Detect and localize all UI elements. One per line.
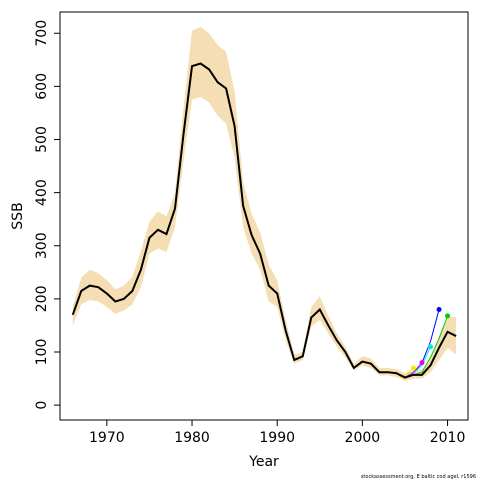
x-axis-label: Year	[248, 454, 279, 470]
x-tick-label: 2010	[430, 430, 466, 446]
retro-end-point	[436, 307, 442, 312]
x-tick-label: 2000	[345, 430, 381, 446]
retro-end-point	[445, 313, 451, 319]
confidence-band	[72, 26, 457, 381]
y-tick-label: 100	[34, 339, 50, 366]
ssb-line	[71, 62, 457, 379]
plot-frame	[59, 11, 469, 421]
y-axis-label: SSB	[10, 202, 26, 229]
x-tick-label: 1970	[89, 430, 125, 446]
y-tick-label: 0	[34, 401, 50, 410]
y-tick-label: 200	[34, 286, 50, 313]
retro-end-point	[419, 360, 425, 366]
retro-end-point	[428, 344, 434, 350]
footnote: stockassessment.org, E baltic cod ageI, …	[361, 474, 476, 480]
x-tick-label: 1980	[174, 430, 210, 446]
y-tick-label: 400	[34, 179, 50, 206]
y-tick-label: 500	[34, 126, 50, 153]
y-tick-label: 700	[34, 20, 50, 47]
y-tick-label: 600	[34, 73, 50, 100]
retro-line	[413, 315, 449, 376]
y-tick-label: 300	[34, 232, 50, 259]
retro-end-point	[410, 365, 416, 371]
x-tick-label: 1990	[259, 430, 295, 446]
